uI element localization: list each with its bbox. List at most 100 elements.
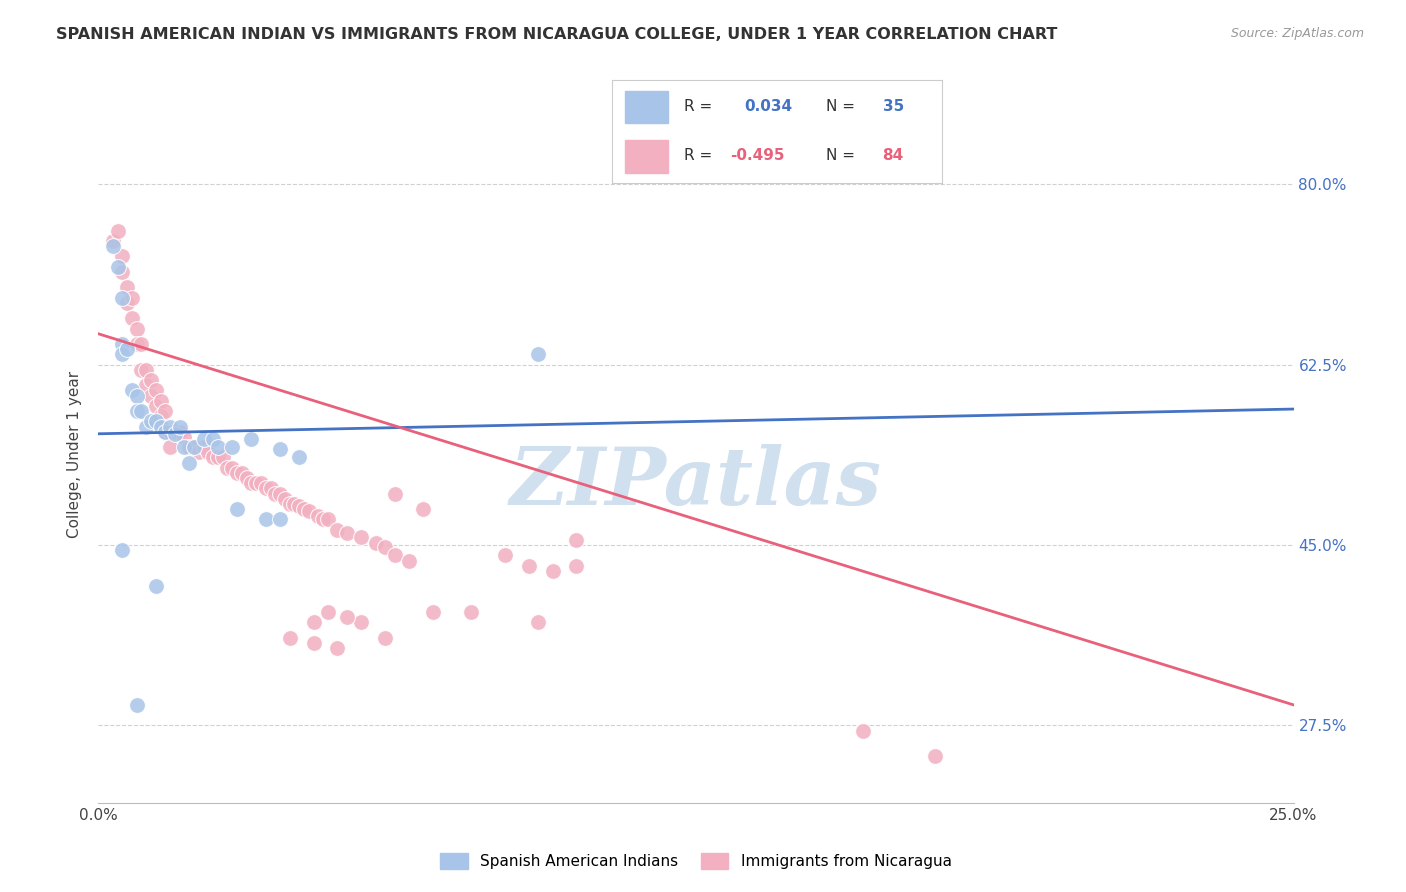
Point (163, 426, 186, 441)
Point (326, 641, 349, 656)
Point (111, 291, 134, 305)
Point (149, 393, 172, 408)
Point (269, 486, 291, 500)
Point (149, 409, 172, 424)
Point (107, 224, 129, 238)
Point (149, 419, 172, 434)
Point (541, 564, 564, 578)
Point (374, 540, 396, 554)
Point (121, 384, 143, 398)
Point (217, 460, 239, 475)
Point (924, 749, 946, 764)
Point (221, 440, 243, 454)
Point (298, 504, 321, 518)
Point (207, 450, 229, 465)
Point (121, 311, 143, 326)
Point (135, 363, 157, 377)
Point (326, 523, 349, 537)
Point (125, 698, 148, 712)
Point (101, 234, 124, 248)
Bar (624, 91, 668, 123)
Point (193, 432, 215, 446)
Text: 35: 35 (883, 99, 904, 114)
Point (364, 536, 387, 550)
Point (422, 605, 444, 619)
Text: R =: R = (685, 99, 723, 114)
Text: 0.034: 0.034 (744, 99, 792, 114)
Point (115, 296, 138, 310)
Point (135, 378, 157, 392)
Point (316, 605, 339, 619)
Text: -0.495: -0.495 (731, 148, 785, 163)
Point (412, 502, 434, 516)
Point (197, 445, 219, 459)
Point (135, 419, 157, 434)
Point (121, 291, 143, 305)
Point (312, 512, 335, 526)
Point (169, 419, 191, 434)
Text: N =: N = (827, 148, 860, 163)
Point (159, 419, 181, 434)
Point (254, 512, 277, 526)
Point (173, 440, 195, 454)
Point (245, 476, 267, 491)
Point (131, 363, 153, 377)
Point (259, 482, 281, 496)
Point (226, 466, 249, 480)
Point (221, 460, 243, 475)
Point (173, 430, 195, 444)
Point (202, 450, 225, 465)
Point (183, 440, 205, 454)
Point (288, 499, 311, 513)
Point (527, 347, 550, 361)
Point (115, 280, 138, 294)
Point (350, 615, 373, 630)
Point (207, 440, 229, 454)
Point (125, 321, 148, 335)
Point (565, 558, 588, 573)
Point (274, 491, 297, 506)
Point (179, 440, 201, 454)
Point (111, 337, 134, 351)
Point (202, 432, 225, 446)
Point (384, 549, 406, 563)
Point (288, 450, 311, 465)
Point (111, 347, 134, 361)
Point (302, 615, 325, 630)
Point (115, 343, 138, 357)
Point (155, 425, 177, 439)
Point (527, 615, 550, 630)
Point (145, 579, 167, 593)
Point (250, 476, 273, 491)
Point (187, 445, 209, 459)
Point (460, 605, 482, 619)
Point (169, 425, 191, 439)
Point (494, 549, 516, 563)
Legend: Spanish American Indians, Immigrants from Nicaragua: Spanish American Indians, Immigrants fro… (434, 847, 957, 875)
Point (398, 553, 420, 567)
Point (384, 486, 406, 500)
Point (350, 530, 373, 544)
Point (125, 404, 148, 418)
Point (278, 631, 301, 645)
Point (111, 543, 134, 558)
Point (254, 482, 277, 496)
Point (302, 636, 325, 650)
Text: ZIPatlas: ZIPatlas (510, 444, 882, 522)
Point (125, 389, 148, 403)
Point (111, 265, 134, 279)
Point (145, 414, 167, 428)
Point (111, 250, 134, 264)
Point (125, 337, 148, 351)
Text: SPANISH AMERICAN INDIAN VS IMMIGRANTS FROM NICARAGUA COLLEGE, UNDER 1 YEAR CORRE: SPANISH AMERICAN INDIAN VS IMMIGRANTS FR… (56, 27, 1057, 42)
Point (336, 525, 359, 540)
Point (139, 373, 162, 387)
Point (235, 471, 257, 485)
Text: 84: 84 (883, 148, 904, 163)
Point (240, 476, 263, 491)
Point (565, 533, 588, 547)
Point (155, 425, 177, 439)
Point (316, 512, 339, 526)
Point (159, 425, 181, 439)
Y-axis label: College, Under 1 year: College, Under 1 year (67, 371, 83, 539)
